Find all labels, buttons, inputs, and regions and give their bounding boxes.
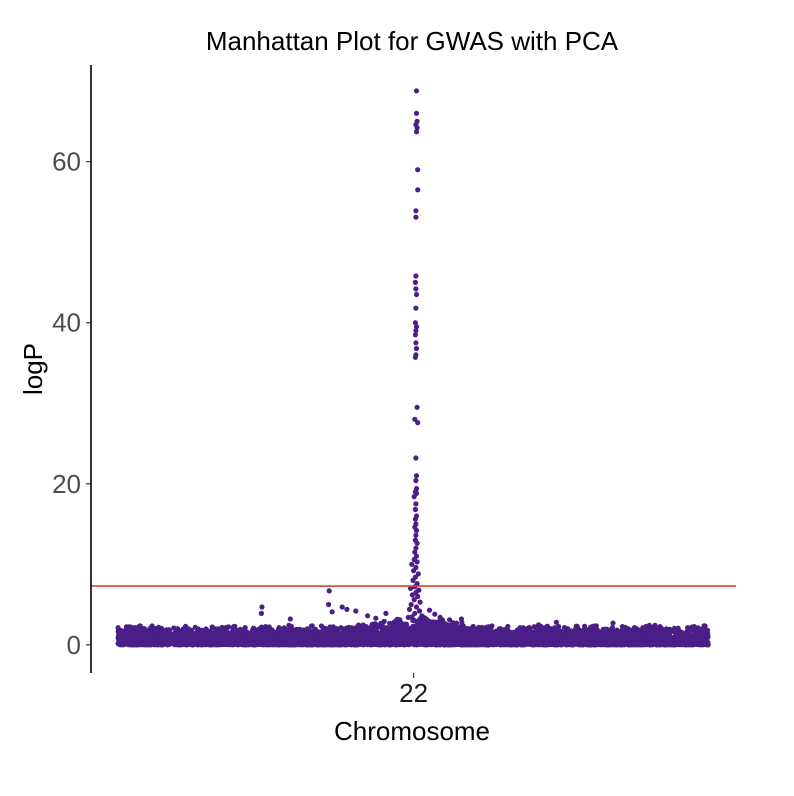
- data-point: [489, 623, 495, 629]
- data-point: [166, 631, 172, 637]
- data-point: [288, 623, 294, 629]
- data-point: [242, 625, 248, 631]
- data-point: [309, 623, 315, 629]
- data-points: [115, 88, 711, 648]
- data-point: [453, 620, 460, 626]
- chart-title: Manhattan Plot for GWAS with PCA: [206, 26, 619, 56]
- data-point: [381, 618, 387, 625]
- data-point: [556, 624, 562, 630]
- data-point: [225, 624, 232, 630]
- data-point: [505, 623, 511, 630]
